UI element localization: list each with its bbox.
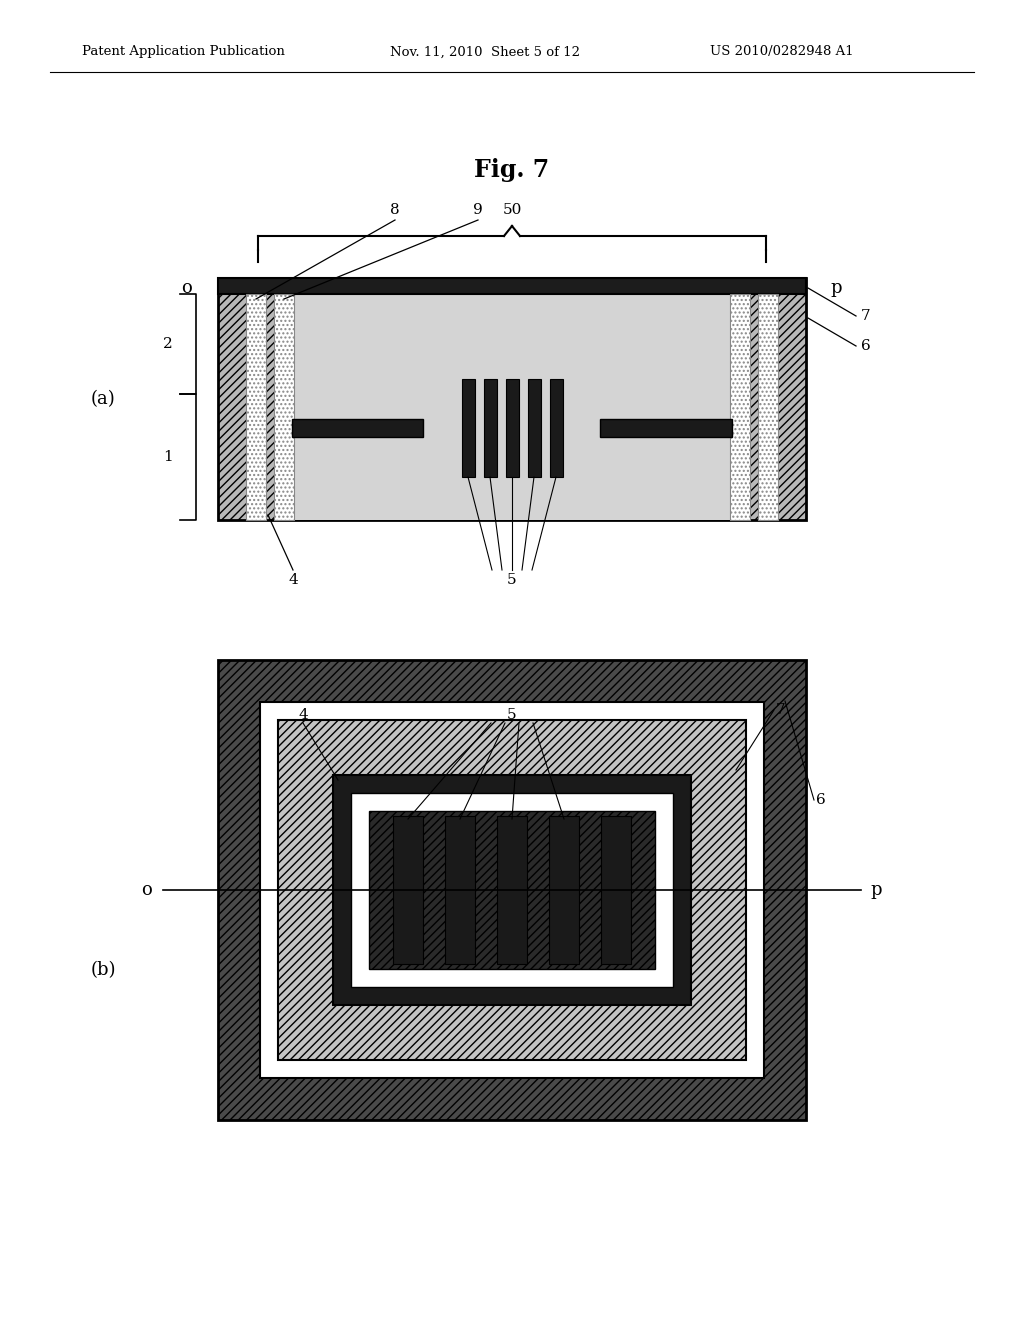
Text: Nov. 11, 2010  Sheet 5 of 12: Nov. 11, 2010 Sheet 5 of 12 xyxy=(390,45,580,58)
Polygon shape xyxy=(278,719,746,1060)
Polygon shape xyxy=(292,418,423,437)
Polygon shape xyxy=(497,816,527,964)
Text: 4: 4 xyxy=(288,573,298,587)
Text: (b): (b) xyxy=(90,961,116,979)
Text: 8: 8 xyxy=(390,203,399,216)
Polygon shape xyxy=(445,816,475,964)
Polygon shape xyxy=(246,294,266,520)
Text: 6: 6 xyxy=(816,793,826,807)
Polygon shape xyxy=(600,418,732,437)
Text: o: o xyxy=(140,880,152,899)
Polygon shape xyxy=(218,279,806,520)
Polygon shape xyxy=(528,379,541,477)
Text: 9: 9 xyxy=(473,203,483,216)
Text: 5: 5 xyxy=(507,708,517,722)
Polygon shape xyxy=(758,294,778,520)
Text: 50: 50 xyxy=(503,203,521,216)
Text: (a): (a) xyxy=(91,389,116,408)
Text: 7: 7 xyxy=(776,704,785,717)
Polygon shape xyxy=(506,379,519,477)
Text: 1: 1 xyxy=(163,450,173,465)
Polygon shape xyxy=(369,810,655,969)
Text: 2: 2 xyxy=(163,337,173,351)
Text: US 2010/0282948 A1: US 2010/0282948 A1 xyxy=(710,45,854,58)
Polygon shape xyxy=(462,379,475,477)
Polygon shape xyxy=(393,816,423,964)
Polygon shape xyxy=(351,793,673,987)
Text: p: p xyxy=(870,880,882,899)
Polygon shape xyxy=(274,294,294,520)
Polygon shape xyxy=(484,379,497,477)
Text: 7: 7 xyxy=(861,309,870,323)
Polygon shape xyxy=(290,294,734,520)
Text: p: p xyxy=(830,279,842,297)
Polygon shape xyxy=(260,702,764,1078)
Polygon shape xyxy=(550,379,563,477)
Text: o: o xyxy=(180,279,191,297)
Text: Patent Application Publication: Patent Application Publication xyxy=(82,45,285,58)
Text: 4: 4 xyxy=(298,708,308,722)
Polygon shape xyxy=(218,660,806,1119)
Text: 6: 6 xyxy=(861,339,870,352)
Polygon shape xyxy=(333,775,691,1005)
Polygon shape xyxy=(730,294,750,520)
Polygon shape xyxy=(601,816,631,964)
Text: Fig. 7: Fig. 7 xyxy=(474,158,550,182)
Polygon shape xyxy=(218,279,806,294)
Text: 5: 5 xyxy=(507,573,517,587)
Polygon shape xyxy=(549,816,579,964)
